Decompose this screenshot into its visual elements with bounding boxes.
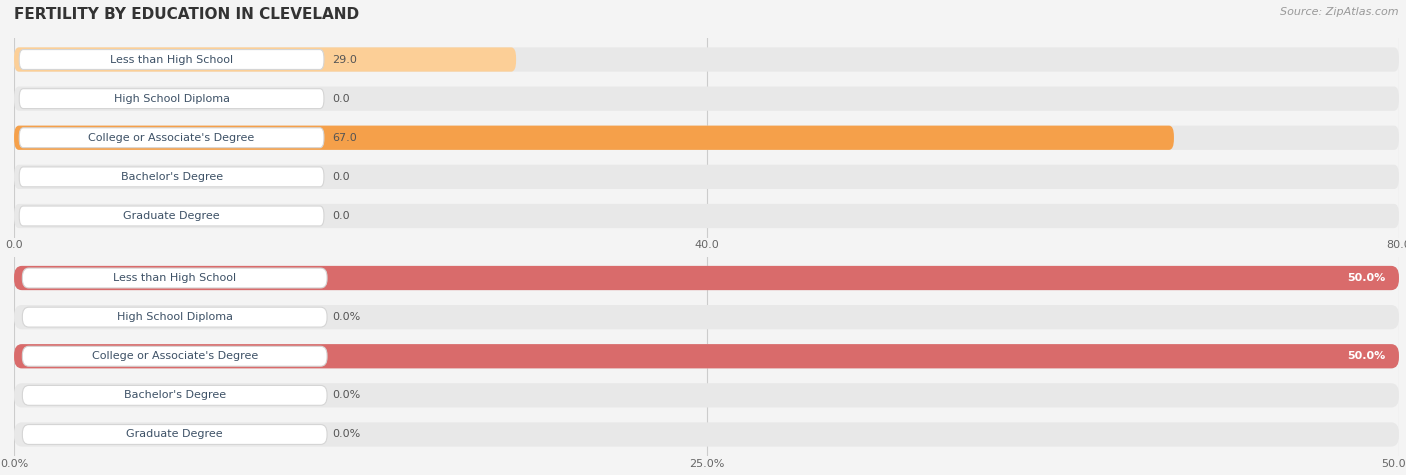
FancyBboxPatch shape <box>14 266 1399 290</box>
FancyBboxPatch shape <box>14 204 1399 228</box>
Text: 29.0: 29.0 <box>333 55 357 65</box>
Text: FERTILITY BY EDUCATION IN CLEVELAND: FERTILITY BY EDUCATION IN CLEVELAND <box>14 7 359 22</box>
FancyBboxPatch shape <box>14 125 1399 150</box>
Text: High School Diploma: High School Diploma <box>117 312 233 322</box>
FancyBboxPatch shape <box>14 48 516 72</box>
Text: Source: ZipAtlas.com: Source: ZipAtlas.com <box>1281 7 1399 17</box>
Text: 0.0%: 0.0% <box>333 390 361 400</box>
Text: Bachelor's Degree: Bachelor's Degree <box>124 390 226 400</box>
Text: High School Diploma: High School Diploma <box>114 94 229 104</box>
FancyBboxPatch shape <box>22 268 328 288</box>
FancyBboxPatch shape <box>20 89 323 109</box>
FancyBboxPatch shape <box>20 206 323 226</box>
Text: 0.0: 0.0 <box>333 94 350 104</box>
Text: Bachelor's Degree: Bachelor's Degree <box>121 172 222 182</box>
FancyBboxPatch shape <box>20 128 323 148</box>
Text: 67.0: 67.0 <box>333 133 357 143</box>
Text: 0.0: 0.0 <box>333 211 350 221</box>
FancyBboxPatch shape <box>20 167 323 187</box>
FancyBboxPatch shape <box>14 86 1399 111</box>
FancyBboxPatch shape <box>22 307 328 327</box>
FancyBboxPatch shape <box>14 48 1399 72</box>
FancyBboxPatch shape <box>14 305 1399 329</box>
FancyBboxPatch shape <box>22 425 328 445</box>
FancyBboxPatch shape <box>14 344 1399 369</box>
Text: 0.0: 0.0 <box>333 172 350 182</box>
Text: College or Associate's Degree: College or Associate's Degree <box>89 133 254 143</box>
Text: Graduate Degree: Graduate Degree <box>127 429 224 439</box>
Text: 50.0%: 50.0% <box>1347 351 1385 361</box>
Text: Less than High School: Less than High School <box>110 55 233 65</box>
Text: 50.0%: 50.0% <box>1347 273 1385 283</box>
FancyBboxPatch shape <box>14 165 1399 189</box>
FancyBboxPatch shape <box>22 346 328 366</box>
Text: Less than High School: Less than High School <box>112 273 236 283</box>
Text: 0.0%: 0.0% <box>333 312 361 322</box>
FancyBboxPatch shape <box>20 49 323 69</box>
FancyBboxPatch shape <box>22 385 328 405</box>
FancyBboxPatch shape <box>14 125 1174 150</box>
Text: College or Associate's Degree: College or Associate's Degree <box>91 351 257 361</box>
Text: Graduate Degree: Graduate Degree <box>124 211 219 221</box>
Text: 0.0%: 0.0% <box>333 429 361 439</box>
FancyBboxPatch shape <box>14 422 1399 446</box>
FancyBboxPatch shape <box>14 344 1399 369</box>
FancyBboxPatch shape <box>14 266 1399 290</box>
FancyBboxPatch shape <box>14 383 1399 408</box>
